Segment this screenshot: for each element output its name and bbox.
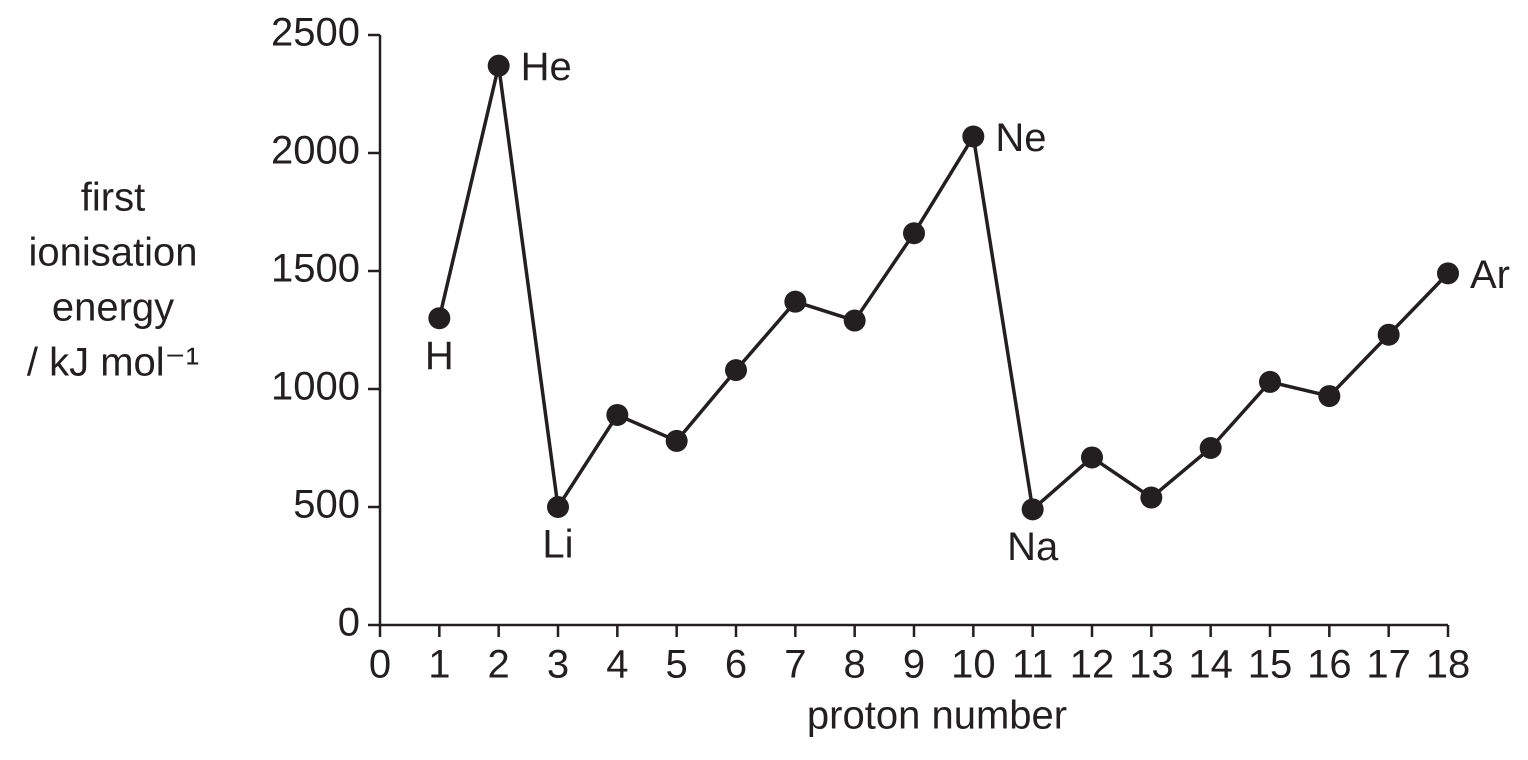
x-tick-label: 14 xyxy=(1188,643,1233,687)
x-tick-label: 1 xyxy=(428,643,450,687)
y-axis-label: first xyxy=(81,176,145,220)
point-label: Na xyxy=(1007,525,1059,569)
data-point xyxy=(1437,262,1459,285)
data-point xyxy=(1377,323,1400,346)
data-point xyxy=(784,290,807,313)
series-line xyxy=(437,65,1450,513)
y-tick-label: 1000 xyxy=(271,365,360,409)
x-tick-label: 0 xyxy=(369,643,391,687)
y-tick-label: 0 xyxy=(338,601,360,645)
point-label: Ar xyxy=(1470,253,1510,297)
data-point xyxy=(487,54,510,77)
x-axis-label: proton number xyxy=(807,694,1067,738)
y-tick-label: 500 xyxy=(293,483,360,527)
data-point xyxy=(1318,385,1341,408)
data-point xyxy=(1081,446,1103,469)
x-tick-label: 13 xyxy=(1129,643,1174,687)
data-point xyxy=(1140,486,1163,509)
x-tick-label: 11 xyxy=(1012,643,1054,687)
x-tick-label: 3 xyxy=(547,643,569,687)
y-axis-label: energy xyxy=(52,286,174,330)
y-axis-label: ionisation xyxy=(28,231,197,275)
x-tick-label: 12 xyxy=(1070,643,1115,687)
point-label: Li xyxy=(542,523,573,567)
x-tick-label: 4 xyxy=(606,643,628,687)
x-tick-label: 8 xyxy=(844,643,866,687)
data-point xyxy=(725,359,747,382)
x-tick-label: 6 xyxy=(725,643,747,687)
point-label: H xyxy=(425,334,454,378)
data-point xyxy=(606,403,629,426)
data-point xyxy=(962,125,985,148)
data-point xyxy=(843,309,866,332)
point-label: Ne xyxy=(995,116,1046,160)
data-point xyxy=(428,307,451,330)
data-point xyxy=(903,222,925,245)
data-point xyxy=(1021,498,1044,521)
x-tick-label: 2 xyxy=(488,643,510,687)
x-tick-label: 18 xyxy=(1426,643,1471,687)
point-label: He xyxy=(521,45,572,89)
x-tick-label: 5 xyxy=(666,643,688,687)
y-tick-label: 1500 xyxy=(271,247,360,291)
x-tick-label: 15 xyxy=(1248,643,1293,687)
x-tick-label: 10 xyxy=(951,643,996,687)
data-point xyxy=(1199,437,1222,459)
x-tick-label: 17 xyxy=(1366,643,1411,687)
y-axis-label: / kJ mol⁻¹ xyxy=(27,341,199,385)
y-tick-label: 2000 xyxy=(271,129,360,173)
data-point xyxy=(665,429,688,452)
x-tick-label: 16 xyxy=(1307,643,1352,687)
x-tick-label: 9 xyxy=(903,643,925,687)
x-tick-label: 7 xyxy=(784,643,806,687)
data-point xyxy=(547,496,569,518)
data-point xyxy=(1259,370,1281,393)
y-tick-label: 2500 xyxy=(271,11,360,55)
